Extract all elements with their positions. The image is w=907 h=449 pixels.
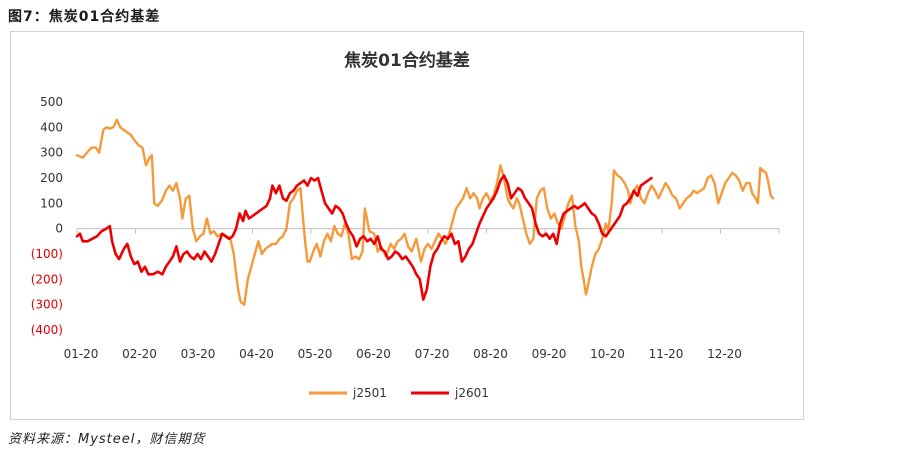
- y-tick-label: 100: [40, 196, 63, 210]
- y-tick-label: 400: [40, 120, 63, 134]
- legend-label-j2501: j2501: [352, 386, 387, 400]
- y-tick-label: (400): [31, 323, 63, 337]
- x-tick-label: 01-20: [64, 347, 99, 361]
- x-tick-label: 05-20: [298, 347, 333, 361]
- line-chart: 焦炭01合约基差 500 400 300 200 100 0 (100) (200) (300)…: [31, 50, 780, 400]
- y-tick-label: 0: [55, 222, 63, 236]
- chart-frame: 焦炭01合约基差 500 400 300 200 100 0 (100) (200) (300)…: [10, 31, 804, 420]
- x-tick-label: 10-20: [590, 347, 625, 361]
- source-note: 资料来源：Mysteel，财信期货: [8, 432, 206, 447]
- y-tick-label: (100): [31, 247, 63, 261]
- series-line-j2601: [75, 174, 653, 301]
- series-lines: [75, 118, 775, 306]
- x-tick-label: 12-20: [707, 347, 742, 361]
- x-tick-label: 04-20: [239, 347, 274, 361]
- chart-title: 焦炭01合约基差: [343, 50, 470, 71]
- x-tick-label: 07-20: [415, 347, 450, 361]
- x-axis: 01-20 02-20 03-20 04-20 05-20 06-20 07-20 08-20…: [64, 228, 780, 361]
- y-tick-label: 300: [40, 146, 63, 160]
- x-tick-label: 03-20: [181, 347, 216, 361]
- y-tick-label: 500: [40, 95, 63, 109]
- y-tick-label: 200: [40, 171, 63, 185]
- x-tick-label: 06-20: [356, 347, 391, 361]
- legend-label-j2601: j2601: [454, 386, 489, 400]
- x-tick-label: 11-20: [649, 347, 684, 361]
- series-line-j2501: [75, 118, 775, 306]
- y-tick-label: (300): [31, 298, 63, 312]
- x-tick-label: 02-20: [122, 347, 157, 361]
- x-tick-label: 09-20: [532, 347, 567, 361]
- y-tick-label: (200): [31, 272, 63, 286]
- figure-caption: 图7：焦炭01合约基差: [8, 9, 161, 25]
- y-axis-labels: 500 400 300 200 100 0 (100) (200) (300) (400): [31, 95, 63, 337]
- x-tick-label: 08-20: [473, 347, 508, 361]
- legend: j2501 j2601: [309, 386, 489, 400]
